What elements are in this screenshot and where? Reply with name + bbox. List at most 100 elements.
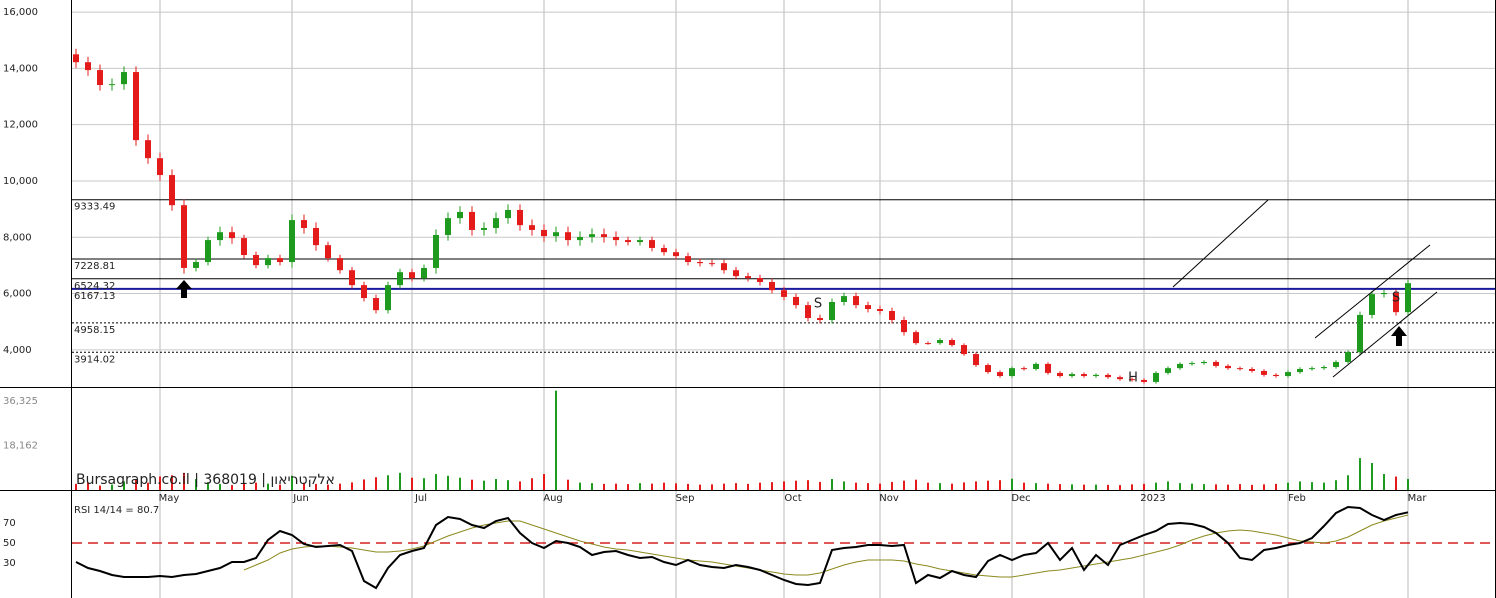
candle-body	[769, 282, 775, 291]
candle-body	[73, 54, 79, 63]
volume-bar	[1299, 481, 1301, 490]
candle-body	[385, 285, 391, 311]
level-label: 7228.81	[74, 261, 115, 272]
watermark: Bursagraph.co.il | 368019 | אלקטריאון	[76, 472, 335, 488]
candle-body	[349, 270, 355, 286]
candle-body	[313, 227, 319, 246]
candle-body	[301, 220, 307, 228]
volume-bar	[1155, 482, 1157, 490]
arrow	[176, 280, 192, 298]
volume-bar	[459, 477, 461, 490]
candle-body	[1069, 374, 1075, 377]
volume-bar	[231, 485, 233, 490]
volume-bar	[891, 481, 893, 490]
volume-bar	[591, 483, 593, 490]
volume-bar	[987, 480, 989, 490]
volume-bar	[1227, 484, 1229, 490]
candle-body	[853, 296, 859, 306]
candle-body	[85, 62, 91, 71]
volume-bar	[207, 482, 209, 490]
channel-line	[1314, 244, 1431, 339]
candle-body	[1141, 379, 1147, 382]
volume-bar	[651, 483, 653, 490]
volume-bar	[699, 484, 701, 490]
candle-body	[1165, 368, 1171, 373]
volume-bar	[411, 477, 413, 490]
candle-body	[1309, 368, 1315, 370]
candle-body	[913, 332, 919, 344]
x-tick-label: Aug	[543, 493, 563, 504]
volume-bar	[519, 481, 521, 490]
trend-line	[1172, 199, 1269, 288]
candle-body	[481, 227, 487, 230]
volume-bar	[711, 484, 713, 490]
volume-bar	[1131, 484, 1133, 490]
candle-body	[325, 245, 331, 259]
candle-body	[1273, 374, 1279, 377]
volume-bar	[123, 481, 125, 490]
volume-bar	[1035, 483, 1037, 490]
volume-bar	[1407, 478, 1409, 490]
candle-body	[1297, 368, 1303, 373]
candle-body	[1285, 372, 1291, 377]
candle-body	[145, 140, 151, 159]
volume-bar	[267, 483, 269, 490]
volume-bar	[795, 480, 797, 490]
volume-bar	[195, 478, 197, 490]
volume-bar	[675, 483, 677, 490]
volume-bar	[399, 472, 401, 490]
x-tick-label: Jun	[292, 493, 309, 504]
x-tick-label: 2023	[1140, 493, 1165, 504]
volume-bar	[771, 482, 773, 490]
candle-body	[1093, 374, 1099, 377]
candle-body	[469, 211, 475, 230]
volume-bar	[327, 484, 329, 490]
candle-body	[181, 205, 187, 268]
candle-body	[1201, 361, 1207, 364]
candle-body	[121, 72, 127, 85]
candle-body	[457, 211, 463, 219]
candle-body	[757, 278, 763, 283]
candle-body	[733, 270, 739, 277]
volume-bar	[723, 483, 725, 490]
volume-bar	[759, 482, 761, 490]
volume-bar	[483, 480, 485, 490]
volume-bar	[303, 482, 305, 490]
volume-bar	[627, 484, 629, 490]
volume-bar	[387, 475, 389, 490]
volume-bar	[291, 475, 293, 490]
candle-body	[229, 232, 235, 239]
rsi-title: RSI 14/14 = 80.7	[74, 505, 159, 516]
y-tick-label: 14,000	[3, 63, 38, 74]
marks-layer	[73, 48, 1411, 590]
candle-body	[649, 240, 655, 248]
candle-body	[421, 267, 427, 279]
candle-body	[865, 305, 871, 310]
volume-bar	[87, 482, 89, 490]
x-tick-label: Oct	[784, 493, 801, 504]
candle-body	[1105, 374, 1111, 378]
volume-bar	[1167, 481, 1169, 490]
volume-bar	[1383, 474, 1385, 490]
volume-bar	[783, 481, 785, 490]
volume-bar	[567, 479, 569, 490]
y-tick-label: 6,000	[3, 289, 32, 300]
rsi-line	[243, 514, 1409, 578]
candle-body	[1033, 363, 1039, 369]
candle-body	[373, 298, 379, 311]
candle-body	[241, 238, 247, 255]
candle-body	[709, 263, 715, 265]
volume-bar	[339, 483, 341, 490]
volume-bar	[963, 482, 965, 490]
volume-bar	[495, 478, 497, 490]
candle-body	[193, 262, 199, 268]
candle-body	[1357, 314, 1363, 353]
candle-body	[721, 263, 727, 271]
candle-body	[253, 254, 259, 266]
candle-body	[133, 72, 139, 141]
volume-bar	[999, 480, 1001, 490]
candle-body	[1153, 372, 1159, 382]
candle-body	[973, 354, 979, 366]
candle-body	[949, 339, 955, 346]
